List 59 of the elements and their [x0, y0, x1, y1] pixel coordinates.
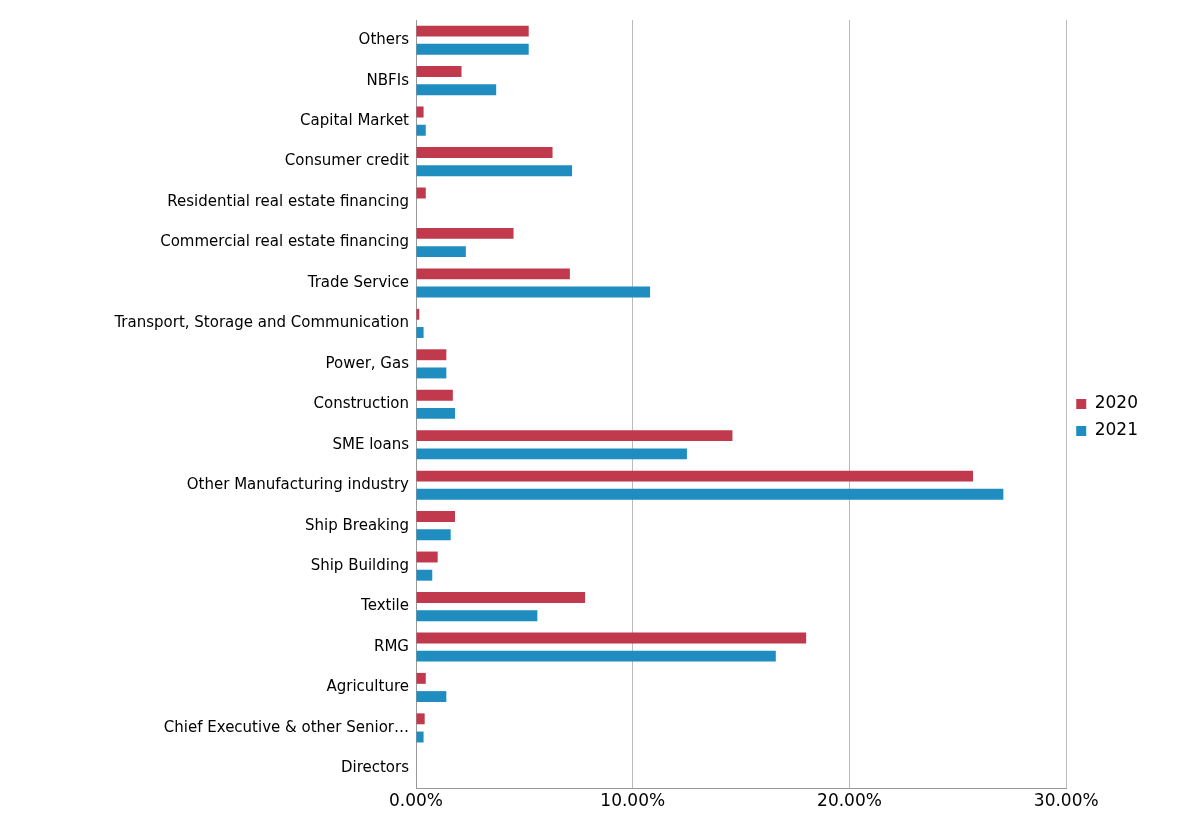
bar	[416, 106, 424, 118]
bar	[416, 610, 538, 622]
bar	[416, 43, 529, 55]
y-tick-label: SME loans	[332, 434, 410, 453]
y-tick-label: Transport, Storage and Communication	[113, 313, 409, 332]
bar	[416, 66, 462, 78]
x-tick-label: 10.00%	[600, 790, 666, 811]
y-tick-label: Construction	[313, 394, 409, 413]
y-tick-label: Consumer credit	[284, 151, 410, 170]
legend-label: 2021	[1094, 419, 1138, 440]
bar	[416, 165, 573, 177]
x-tick-label: 0.00%	[388, 790, 444, 811]
bar	[416, 551, 438, 563]
y-tick-label: Residential real estate financing	[167, 191, 409, 210]
y-tick-label: RMG	[374, 636, 409, 655]
bar	[416, 672, 426, 684]
bar	[416, 84, 497, 96]
y-tick-label: Power, Gas	[325, 353, 410, 372]
bar	[416, 349, 447, 361]
x-tick-label: 30.00%	[1033, 790, 1099, 811]
bar	[416, 407, 456, 419]
bar	[416, 650, 776, 662]
bar	[416, 470, 974, 482]
bar	[416, 632, 807, 644]
bar	[416, 286, 651, 298]
y-tick-label: Directors	[340, 758, 410, 777]
y-tick-label: Capital Market	[300, 111, 410, 130]
bar	[416, 511, 456, 523]
bar	[416, 529, 451, 541]
bar	[416, 713, 425, 725]
bar	[416, 430, 733, 442]
y-tick-label: Others	[358, 30, 410, 49]
bar	[416, 488, 1004, 500]
bar	[416, 569, 433, 581]
y-tick-label: Trade Service	[306, 272, 409, 291]
bar	[416, 389, 453, 401]
y-tick-label: Chief Executive & other Senior…	[163, 717, 409, 736]
bar	[416, 691, 447, 703]
bar	[416, 592, 586, 603]
y-tick-label: Textile	[360, 596, 409, 615]
y-tick-label: NBFIs	[366, 70, 410, 89]
y-tick-label: Ship Building	[310, 556, 409, 574]
y-tick-label: Ship Breaking	[305, 515, 409, 534]
y-tick-label: Agriculture	[326, 677, 409, 696]
bar	[416, 147, 553, 158]
bar	[416, 124, 426, 136]
x-tick-label: 20.00%	[817, 790, 882, 811]
bar	[416, 448, 687, 460]
bar	[416, 25, 529, 37]
bar	[416, 367, 447, 379]
bar	[416, 227, 514, 239]
bar	[416, 268, 570, 280]
bar	[416, 327, 424, 338]
bar	[416, 731, 424, 743]
bar	[416, 246, 466, 258]
bar	[416, 187, 426, 199]
y-tick-label: Commercial real estate financing	[160, 232, 409, 251]
y-tick-label: Other Manufacturing industry	[186, 475, 410, 494]
legend-label: 2020	[1094, 392, 1138, 413]
